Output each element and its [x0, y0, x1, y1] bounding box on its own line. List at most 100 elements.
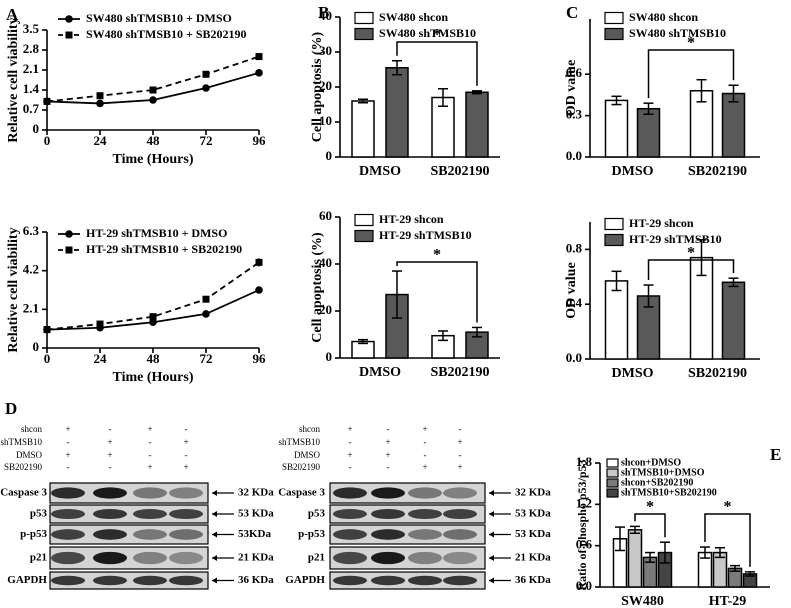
treatment-sign: +: [347, 424, 352, 434]
blot-band: [133, 508, 167, 520]
x-tick-label: 24: [94, 133, 108, 148]
y-tick-label: 60: [319, 208, 332, 223]
blot-band: [93, 575, 127, 586]
band-label: GAPDH: [7, 574, 47, 586]
treatment-sign: +: [385, 450, 390, 460]
legend-label: HT-29 shTMSB10: [379, 228, 472, 242]
treatment-label: SB202190: [4, 462, 43, 472]
x-tick-label: 96: [253, 351, 267, 366]
significance-bracket: [704, 513, 751, 567]
band-label: p-p53: [298, 528, 325, 540]
legend-swatch: [354, 27, 374, 41]
treatment-sign: -: [67, 462, 70, 472]
y-tick-label: 20: [319, 78, 332, 93]
legend-label: SW480 shTMSB10 + SB202190: [86, 27, 247, 41]
blot-band: [408, 508, 442, 520]
blot-strip: [49, 482, 209, 504]
arrow-head: [489, 555, 494, 561]
arrow-head: [212, 511, 217, 517]
marker: [65, 230, 73, 238]
x-tick-label: DMSO: [612, 164, 654, 179]
marker: [202, 84, 210, 92]
x-tick-label: HT-29: [709, 594, 747, 608]
panel-label: C: [566, 3, 578, 22]
blot-band: [333, 487, 367, 499]
legend-swatch: [604, 217, 624, 231]
y-tick-label: 6.3: [23, 223, 40, 238]
legend-label: HT-29 shcon: [379, 212, 444, 226]
band-size: 36 KDa: [238, 574, 274, 586]
significance-bracket: [647, 49, 735, 99]
y-tick-label: 10: [319, 113, 332, 128]
y-tick-label: 40: [319, 255, 332, 270]
significance-label: *: [433, 247, 441, 264]
x-tick-label: 24: [94, 351, 108, 366]
y-axis-title: Cell apoptosis (%): [310, 31, 325, 142]
treatment-label: DMSO: [294, 450, 321, 460]
y-tick-label: 2.8: [23, 41, 40, 56]
bar: [604, 280, 629, 360]
x-tick-label: DMSO: [359, 365, 401, 380]
band-size: 53 KDa: [515, 528, 551, 540]
bar: [465, 91, 489, 158]
marker: [149, 86, 157, 94]
blot-band: [408, 529, 442, 540]
y-tick-label: 0.6: [576, 537, 593, 552]
treatment-sign: -: [109, 462, 112, 472]
band-size: 36 KDa: [515, 574, 551, 586]
blot-band: [443, 508, 477, 520]
arrow-head: [212, 490, 217, 496]
line: [46, 261, 260, 331]
treatment-sign: -: [459, 424, 462, 434]
legend-label: HT-29 shcon: [629, 216, 694, 230]
band-label: p21: [30, 552, 47, 564]
treatment-sign: +: [183, 437, 188, 447]
treatment-sign: +: [65, 450, 70, 460]
legend-label: shTMSB10+SB202190: [621, 487, 717, 498]
treatment-sign: +: [65, 424, 70, 434]
blot-band: [371, 529, 405, 540]
blot-band: [371, 551, 405, 565]
blot-band: [93, 529, 127, 540]
marker: [43, 326, 51, 334]
marker: [255, 53, 263, 61]
y-tick-label: 0.6: [566, 65, 583, 80]
treatment-sign: +: [183, 462, 188, 472]
treatment-sign: -: [349, 437, 352, 447]
treatment-label: shcon: [299, 424, 320, 434]
arrow-head: [489, 490, 494, 496]
legend-label: SW480 shTMSB10 + DMSO: [86, 11, 232, 25]
blot-band: [133, 529, 167, 540]
marker: [202, 70, 210, 78]
band-label: p21: [308, 552, 325, 564]
x-axis-title: Time (Hours): [112, 152, 193, 167]
blot-band: [133, 487, 167, 499]
band-label: p53: [308, 508, 326, 520]
blot-band: [443, 529, 477, 540]
x-tick-label: 96: [253, 133, 267, 148]
marker: [255, 286, 263, 294]
blot-band: [93, 551, 127, 565]
y-tick-label: 3.5: [23, 21, 40, 36]
significance-label: *: [687, 35, 695, 52]
treatment-sign: -: [349, 462, 352, 472]
blot-band: [371, 508, 405, 520]
band-label: Caspase 3: [278, 487, 325, 499]
arrow-head: [489, 577, 494, 584]
legend-label: SW480 shcon: [379, 10, 448, 24]
treatment-sign: -: [387, 424, 390, 434]
blot-band: [51, 508, 85, 520]
treatment-sign: +: [107, 437, 112, 447]
arrow-head: [212, 577, 217, 584]
x-tick-label: SW480: [621, 594, 664, 608]
legend-label: shTMSB10+DMSO: [621, 467, 705, 478]
blot-band: [51, 575, 85, 586]
treatment-sign: +: [422, 462, 427, 472]
y-tick-label: 0.0: [566, 148, 582, 163]
blot-band: [333, 551, 367, 565]
legend-swatch: [604, 233, 624, 247]
significance-label: *: [687, 245, 695, 262]
treatment-sign: -: [67, 437, 70, 447]
band-size: 21 KDa: [238, 552, 274, 564]
